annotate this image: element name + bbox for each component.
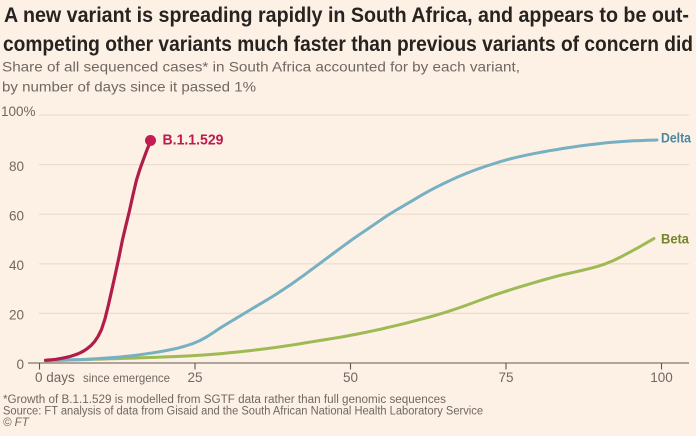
svg-text:25: 25 <box>187 370 202 385</box>
svg-text:80: 80 <box>9 159 24 174</box>
svg-text:20: 20 <box>9 308 24 323</box>
svg-text:*Growth of B.1.1.529 is modell: *Growth of B.1.1.529 is modelled from SG… <box>3 394 446 406</box>
svg-text:B.1.1.529: B.1.1.529 <box>163 133 224 149</box>
svg-text:50: 50 <box>343 370 358 385</box>
svg-text:competing other variants much: competing other variants much faster tha… <box>3 33 693 56</box>
svg-text:0 days: 0 days <box>35 370 75 385</box>
svg-text:Delta: Delta <box>661 130 691 146</box>
svg-text:40: 40 <box>9 258 24 273</box>
svg-text:by number of days since it pas: by number of days since it passed 1% <box>2 79 256 95</box>
svg-text:since emergence: since emergence <box>83 371 170 385</box>
svg-text:A new variant is spreading rap: A new variant is spreading rapidly in So… <box>4 4 689 27</box>
svg-text:100: 100 <box>650 370 673 385</box>
svg-text:100%: 100% <box>1 104 36 119</box>
svg-text:Share of all sequenced cases*: Share of all sequenced cases* in South A… <box>2 59 520 75</box>
svg-text:Source: FT analysis of data fr: Source: FT analysis of data from Gisaid … <box>3 406 483 418</box>
svg-text:Beta: Beta <box>661 231 689 247</box>
svg-text:© FT: © FT <box>3 417 30 429</box>
svg-text:0: 0 <box>16 357 24 372</box>
svg-text:60: 60 <box>9 209 24 224</box>
svg-text:75: 75 <box>498 370 513 385</box>
